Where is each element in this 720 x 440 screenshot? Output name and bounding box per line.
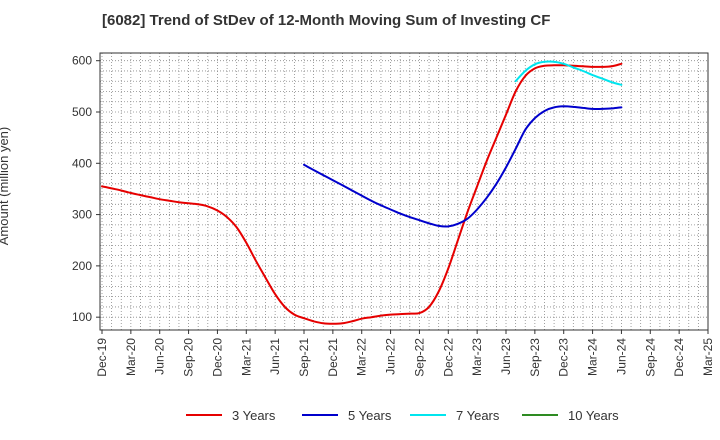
axis-layer: 100 200 300 400 500 600 Dec-19 Mar-20 Jun-20 Sep-… (72, 52, 715, 377)
x-tick-label: Sep-22 (412, 338, 426, 377)
x-tick-label: Dec-19 (95, 338, 109, 377)
y-tick-label: 200 (72, 259, 92, 273)
x-tick-label: Sep-20 (182, 338, 196, 377)
y-tick-label: 300 (72, 208, 92, 222)
legend-swatch (522, 414, 558, 416)
x-tick-label: Mar-24 (586, 338, 600, 376)
plot-border (99, 52, 709, 331)
series-line-7-years (514, 60, 623, 86)
x-tick-label: Dec-20 (210, 338, 224, 377)
x-tick-label: Sep-21 (297, 338, 311, 377)
x-tick-label: Jun-22 (384, 338, 398, 375)
legend-swatch (302, 414, 338, 416)
x-tick-label: Dec-23 (557, 338, 571, 377)
legend-item-10-years: 10 Years (522, 405, 619, 425)
x-tick-label: Dec-22 (441, 338, 455, 377)
legend-item-7-years: 7 Years (410, 405, 499, 425)
x-tick-label: Jun-23 (499, 338, 513, 375)
x-tick-label: Sep-24 (643, 338, 657, 377)
legend-label: 7 Years (456, 407, 500, 423)
y-tick-label: 600 (72, 54, 92, 68)
y-tick-label: 500 (72, 105, 92, 119)
y-tick-label: 100 (72, 310, 92, 324)
legend-swatch (186, 414, 222, 416)
legend-item-3-years: 3 Years (186, 405, 275, 425)
series-layer (101, 60, 623, 325)
grid-layer (100, 53, 709, 330)
x-tick-label: Dec-24 (672, 338, 686, 377)
x-tick-label: Jun-20 (153, 338, 167, 375)
x-tick-label: Dec-21 (326, 338, 340, 377)
legend-label: 10 Years (568, 407, 619, 423)
series-line-5-years (303, 105, 623, 228)
legend-swatch (410, 414, 446, 416)
chart-title: [6082] Trend of StDev of 12-Month Moving… (102, 12, 551, 29)
legend-item-5-years: 5 Years (302, 405, 391, 425)
legend-label: 3 Years (232, 407, 276, 423)
chart-legend: 3 Years 5 Years 7 Years 10 Years (0, 405, 720, 425)
legend-label: 5 Years (348, 407, 392, 423)
x-tick-label: Jun-24 (614, 338, 628, 375)
x-tick-label: Mar-23 (470, 338, 484, 376)
x-tick-label: Sep-23 (528, 338, 542, 377)
x-tick-label: Mar-25 (701, 338, 715, 376)
x-tick-label: Mar-20 (124, 338, 138, 376)
x-tick-label: Mar-22 (355, 338, 369, 376)
x-tick-label: Jun-21 (268, 338, 282, 375)
y-tick-label: 400 (72, 156, 92, 170)
series-line-3-years (101, 62, 623, 325)
x-tick-label: Mar-21 (239, 338, 253, 376)
